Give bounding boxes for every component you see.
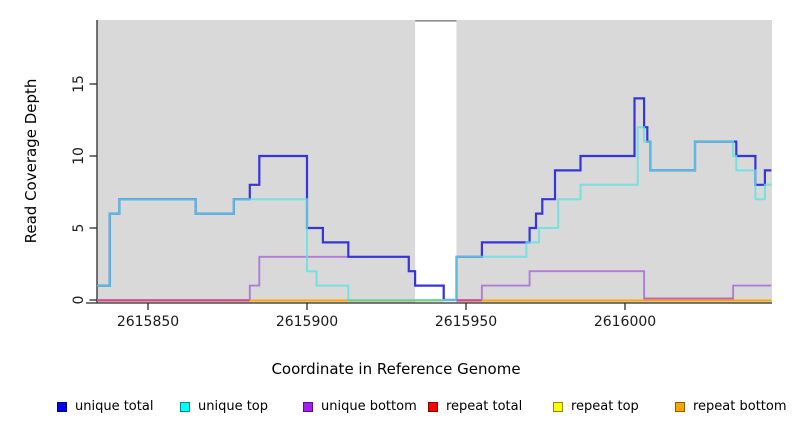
legend-label: repeat bottom [693,399,787,414]
x-tick-label: 2615850 [116,314,180,330]
legend-swatch-unique-bottom [303,402,313,412]
legend-swatch-repeat-bottom [675,402,685,412]
plot-series-group [97,97,772,302]
y-tick-label: 10 [71,147,87,165]
legend-swatch-repeat-top [553,402,563,412]
legend-item-unique-total: unique total [57,400,153,414]
legend-item-unique-top: unique top [180,400,268,414]
legend-swatch-unique-top [180,402,190,412]
legend-swatch-repeat-total [428,402,438,412]
coverage-gap-band [415,21,457,303]
x-tick-label: 2615950 [434,314,498,330]
legend-swatch-unique-total [57,402,67,412]
legend-item-repeat-bottom: repeat bottom [675,400,787,414]
plot-panel-group [86,19,772,310]
series-line-unique-top [97,126,772,301]
x-tick-label: 2615900 [275,314,339,330]
legend-item-repeat-top: repeat top [553,400,639,414]
legend-label: unique top [198,399,269,414]
y-tick-label: 0 [71,295,87,305]
legend-label: repeat total [446,399,523,414]
legend-label: repeat top [571,399,639,414]
x-axis-title: Coordinate in Reference Genome [271,360,521,378]
y-tick-label: 5 [71,223,87,233]
legend-label: unique bottom [321,399,417,414]
y-axis-title: Read Coverage Depth [22,78,40,244]
legend-item-repeat-total: repeat total [428,400,522,414]
legend-label: unique total [75,399,154,414]
x-tick-label: 2616000 [593,314,657,330]
y-tick-label: 15 [71,75,87,93]
legend-item-unique-bottom: unique bottom [303,400,417,414]
